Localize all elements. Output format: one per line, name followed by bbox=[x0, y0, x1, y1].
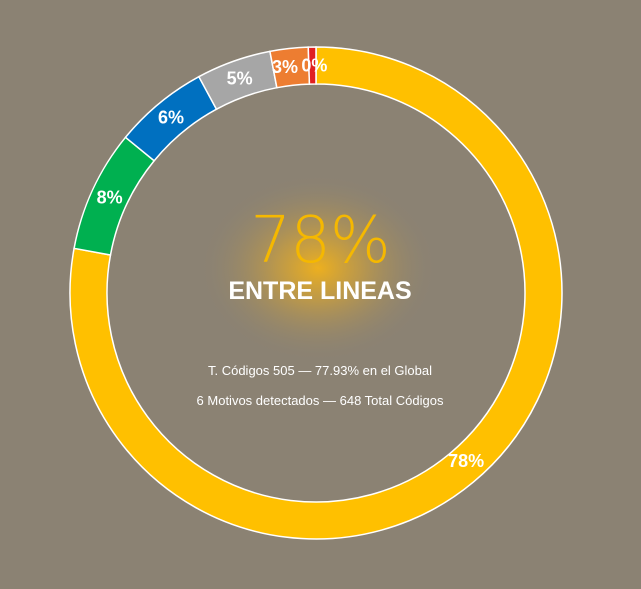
donut-labels: 78% 8% 6% 5% 3% 0% bbox=[97, 56, 485, 472]
slice-label-5: 0% bbox=[301, 56, 327, 76]
center-glow bbox=[198, 173, 438, 363]
slice-0 bbox=[69, 46, 563, 540]
slice-label-1: 8% bbox=[97, 187, 123, 207]
slice-5 bbox=[307, 46, 317, 85]
slice-label-0: 78% bbox=[448, 451, 484, 471]
donut-slices bbox=[69, 46, 563, 540]
slice-label-2: 6% bbox=[158, 108, 184, 128]
slice-label-4: 3% bbox=[272, 57, 298, 77]
slice-label-3: 5% bbox=[227, 69, 253, 89]
